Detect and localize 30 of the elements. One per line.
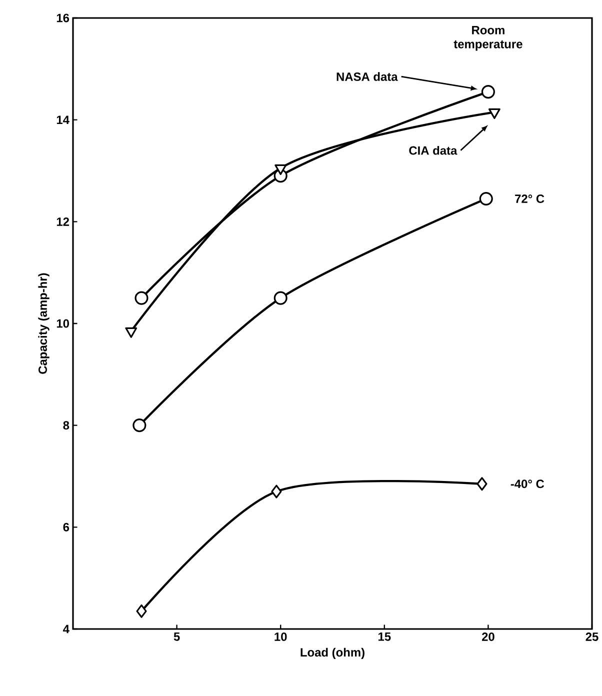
point xyxy=(476,477,488,491)
y-tick-label: 16 xyxy=(56,14,70,22)
text: -40° C xyxy=(510,480,544,488)
point xyxy=(274,291,288,305)
point xyxy=(488,108,500,119)
point xyxy=(271,484,282,498)
y-tick-label: 8 xyxy=(63,421,70,430)
y-tick-label: 6 xyxy=(63,522,70,532)
y-axis-title: Capacity (amp-hr) xyxy=(38,273,50,374)
point xyxy=(134,291,148,305)
text: NASA data xyxy=(336,72,398,81)
x-tick-label: 25 xyxy=(586,632,598,641)
x-axis-title: Load (ohm) xyxy=(300,648,364,659)
y-tick-label: 10 xyxy=(56,319,69,328)
point xyxy=(125,327,138,338)
x-tick-label: 10 xyxy=(274,632,287,641)
x-tick-label: 20 xyxy=(482,632,494,641)
x-tick-label: 5 xyxy=(174,632,180,641)
point xyxy=(136,604,147,618)
x-tick-label: 15 xyxy=(378,632,391,641)
point xyxy=(132,418,146,432)
y-tick-label: 12 xyxy=(56,217,70,226)
y-tick-label: 14 xyxy=(56,116,70,124)
y-tick-label: 4 xyxy=(63,624,70,634)
series-label: CIA data xyxy=(409,146,458,155)
annotation: Room temperature xyxy=(454,26,522,51)
point xyxy=(479,192,493,206)
point xyxy=(481,85,495,99)
point xyxy=(274,164,287,175)
series-label: 72° C xyxy=(515,194,544,203)
